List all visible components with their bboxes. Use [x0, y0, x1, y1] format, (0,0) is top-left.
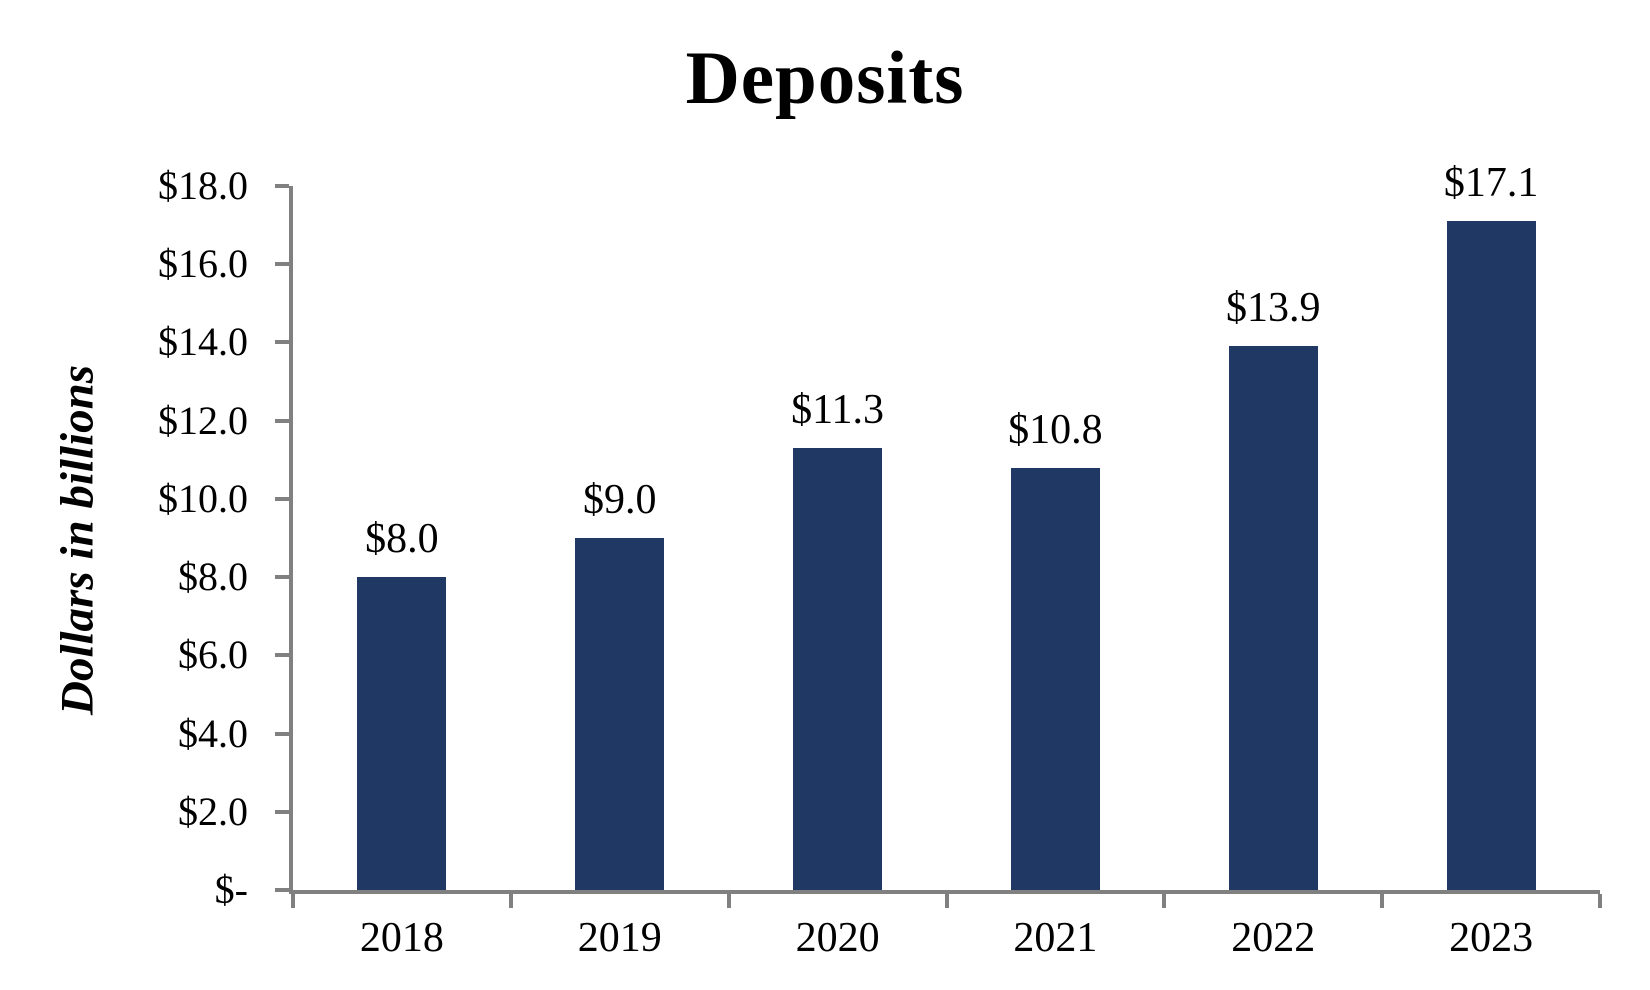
- y-tick-mark: [275, 262, 289, 267]
- y-tick-label: $18.0: [158, 163, 248, 208]
- x-tick-label: 2021: [1013, 915, 1098, 961]
- bar-2021: [1010, 467, 1100, 890]
- x-tick-mark: [1380, 894, 1385, 908]
- x-tick-label: 2018: [359, 915, 444, 961]
- y-tick-label: $4.0: [178, 710, 248, 756]
- x-tick-label: 2019: [577, 915, 662, 961]
- y-tick-label: $14.0: [158, 319, 248, 365]
- y-tick-mark: [275, 496, 289, 501]
- x-tick-label: 2023: [1449, 915, 1534, 961]
- bar-value-label: $13.9: [1226, 285, 1321, 332]
- x-tick-mark: [291, 894, 295, 908]
- bar-value-label: $11.3: [791, 387, 885, 434]
- bar-2020: [793, 448, 883, 890]
- bar-2023: [1446, 221, 1536, 890]
- bar-2022: [1228, 346, 1318, 890]
- bar-value-label: $10.8: [1008, 406, 1103, 453]
- x-tick-mark: [1598, 894, 1602, 908]
- bar-2018: [357, 577, 447, 890]
- y-tick-mark: [275, 184, 289, 188]
- x-tick-mark: [944, 894, 949, 908]
- bar-2019: [575, 538, 665, 890]
- y-tick-label: $10.0: [158, 475, 248, 521]
- bar-value-label: $17.1: [1443, 160, 1539, 207]
- chart-title: Deposits: [685, 37, 965, 120]
- plot-area: $- $2.0 $4.0 $6.0 $8.0 $10.0 $12.0 $14.0 $16.0 $1…: [158, 160, 1602, 961]
- y-tick-label: $2.0: [178, 788, 248, 834]
- y-tick-mark: [275, 575, 289, 580]
- axis-lines: [289, 186, 1600, 894]
- x-tick-label: 2020: [795, 915, 880, 961]
- y-tick-mark: [275, 888, 289, 892]
- bar-value-label: $9.0: [583, 477, 657, 523]
- y-tick-label: $6.0: [178, 632, 248, 678]
- x-tick-label: 2022: [1231, 915, 1316, 961]
- bar-value-label: $8.0: [365, 516, 439, 563]
- y-tick-label: $8.0: [178, 554, 248, 600]
- y-tick-mark: [275, 418, 289, 423]
- x-tick-mark: [1162, 894, 1167, 908]
- y-axis-title: Dollars in billions: [51, 365, 104, 715]
- y-tick-mark: [275, 340, 289, 345]
- y-tick-label: $16.0: [158, 241, 248, 287]
- y-tick-mark: [275, 653, 289, 658]
- y-tick-label: $12.0: [158, 397, 248, 443]
- x-tick-mark: [508, 894, 513, 908]
- y-tick-mark: [275, 809, 289, 814]
- y-tick-mark: [275, 731, 289, 736]
- y-tick-label: $-: [214, 867, 248, 912]
- x-tick-mark: [726, 894, 731, 908]
